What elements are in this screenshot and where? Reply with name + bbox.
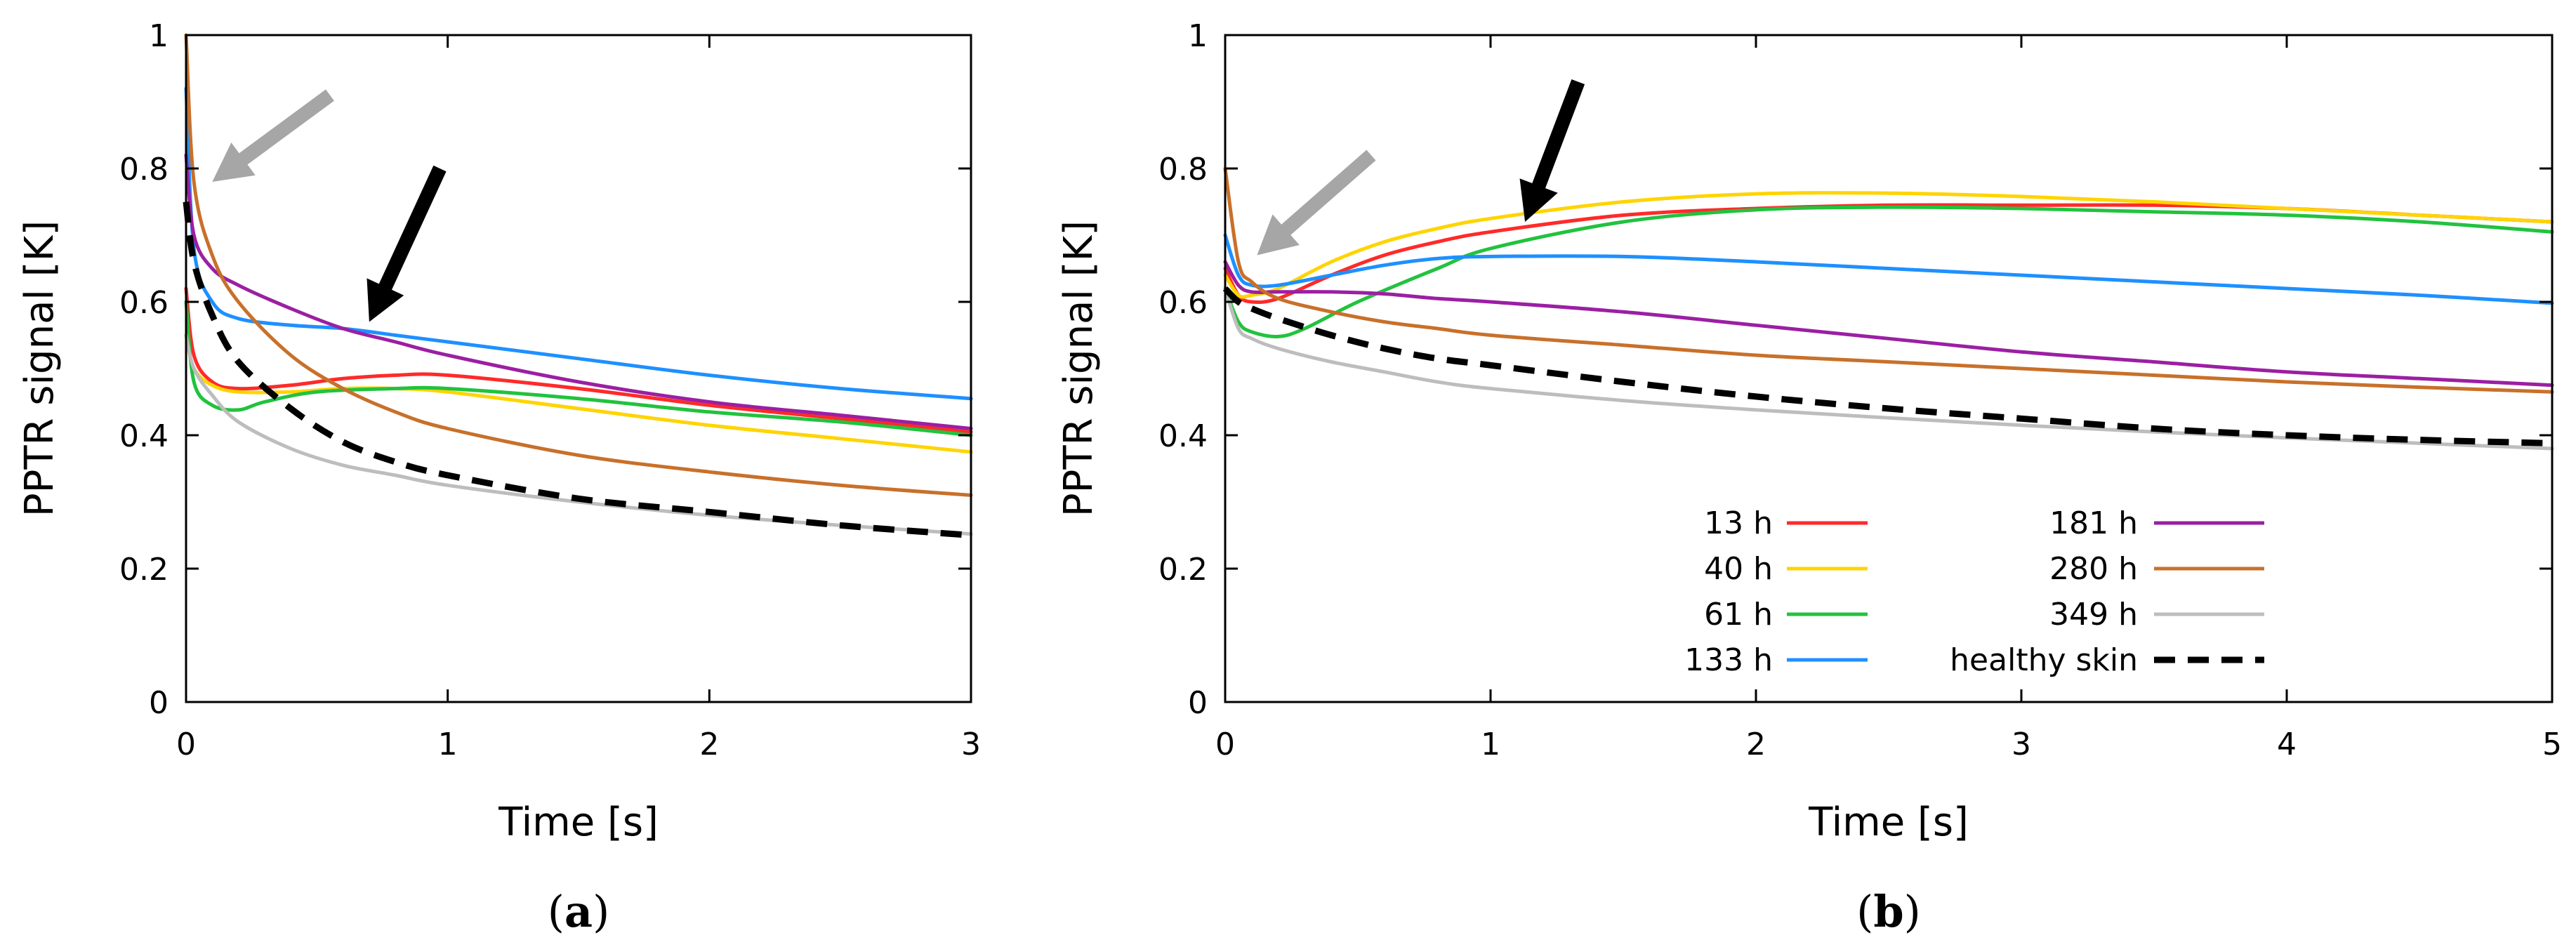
panel-b-caption-close: ): [1904, 886, 1921, 937]
panel-b-caption: (b): [1856, 886, 1921, 937]
panel-b-black-arrow: [1519, 79, 1585, 222]
panel-b-y-tick-label: 0.4: [1158, 418, 1208, 454]
panel-a-y-tick-label: 1: [149, 18, 169, 54]
panel-a-series-healthy-skin: [183, 201, 972, 538]
panel-a-y-tick-label: 0.2: [119, 552, 169, 588]
panel-b-x-tick-label: 1: [1481, 727, 1500, 762]
panel-a-x-tick-label: 2: [699, 727, 719, 762]
legend-label: 181 h: [2049, 505, 2138, 541]
legend-label: 13 h: [1704, 505, 1773, 541]
legend-label: 349 h: [2049, 597, 2138, 633]
panel-b-series-280-h: [1223, 166, 2554, 394]
panel-b-y-tick-label: 1: [1188, 18, 1208, 54]
legend-label: 61 h: [1704, 597, 1773, 633]
panel-a-gray-arrow: [212, 89, 334, 183]
panel-a-plot-frame: [185, 34, 972, 703]
panel-a-y-tick-label: 0.8: [119, 152, 169, 187]
panel-b-x-tick-label: 3: [2012, 727, 2031, 762]
panel-a-caption-close: ): [593, 886, 609, 937]
panel-a-y-tick-label: 0: [149, 685, 169, 721]
panel-b-x-tick-label: 4: [2277, 727, 2297, 762]
panel-a-black-arrow: [366, 165, 447, 322]
panel-b-series-healthy-skin: [1222, 286, 2553, 446]
panel-b-y-tick-label: 0.8: [1158, 152, 1208, 187]
panel-b-series-349-h: [1223, 286, 2554, 451]
panel-a-ticks: 0 1 2 3 0 0.2 0.4 0.6 0.8 1: [119, 18, 981, 762]
panel-b-series: [1222, 166, 2554, 451]
panel-b-series-61-h: [1223, 205, 2554, 338]
panel-a-series: [183, 33, 973, 538]
panel-a: 0 1 2 3 0 0.2 0.4 0.6 0.8 1 Time [s] PPTR signal …: [17, 18, 981, 937]
panel-b-series-133-h: [1223, 233, 2554, 305]
panel-b-caption-open: (: [1856, 886, 1873, 937]
legend-label: 133 h: [1684, 642, 1773, 678]
panel-a-y-tick-label: 0.6: [119, 285, 169, 321]
legend-label: 280 h: [2049, 551, 2138, 587]
panel-b-x-axis-title: Time [s]: [1808, 800, 1969, 845]
panel-b: 0 1 2 3 4 5 0 0.2 0.4 0.6 0.8 1 13 h 40 h 61 h 133 h 18…: [1056, 18, 2562, 937]
panel-b-arrows: [1257, 79, 1585, 256]
panel-a-series-133-h: [184, 86, 973, 401]
legend-label: 40 h: [1704, 551, 1773, 587]
panel-b-caption-letter: b: [1873, 886, 1903, 937]
panel-a-x-tick-label: 1: [438, 727, 458, 762]
panel-b-series-181-h: [1223, 260, 2554, 388]
panel-b-x-tick-label: 5: [2542, 727, 2562, 762]
panel-a-x-axis-title: Time [s]: [498, 800, 659, 845]
panel-a-caption: (a): [548, 886, 610, 937]
panel-b-y-tick-label: 0: [1188, 685, 1208, 721]
panel-b-ticks: 0 1 2 3 4 5 0 0.2 0.4 0.6 0.8 1: [1158, 18, 2562, 762]
panel-b-x-tick-label: 0: [1215, 727, 1235, 762]
panel-b-y-axis-title: PPTR signal [K]: [1056, 220, 1102, 517]
panel-b-plot-frame: [1224, 34, 2554, 703]
panel-a-caption-letter: a: [564, 886, 593, 937]
panel-a-series-280-h: [184, 33, 973, 497]
panel-b-x-tick-label: 2: [1746, 727, 1766, 762]
panel-a-x-tick-label: 0: [176, 727, 196, 762]
panel-a-y-axis-title: PPTR signal [K]: [17, 220, 62, 517]
panel-b-y-tick-label: 0.2: [1158, 552, 1208, 588]
panel-a-caption-open: (: [548, 886, 564, 937]
panel-b-y-tick-label: 0.6: [1158, 285, 1208, 321]
panel-a-series-13-h: [184, 286, 973, 434]
panel-a-series-61-h: [184, 300, 973, 437]
legend-label: healthy skin: [1950, 642, 2138, 678]
panel-a-y-tick-label: 0.4: [119, 418, 169, 454]
panel-b-legend: 13 h 40 h 61 h 133 h 181 h 280 h 349 h healthy …: [1684, 505, 2264, 678]
panel-a-series-181-h: [184, 153, 973, 430]
panel-b-gray-arrow: [1257, 150, 1376, 256]
panel-a-x-tick-label: 3: [961, 727, 981, 762]
panel-a-arrows: [212, 89, 447, 322]
